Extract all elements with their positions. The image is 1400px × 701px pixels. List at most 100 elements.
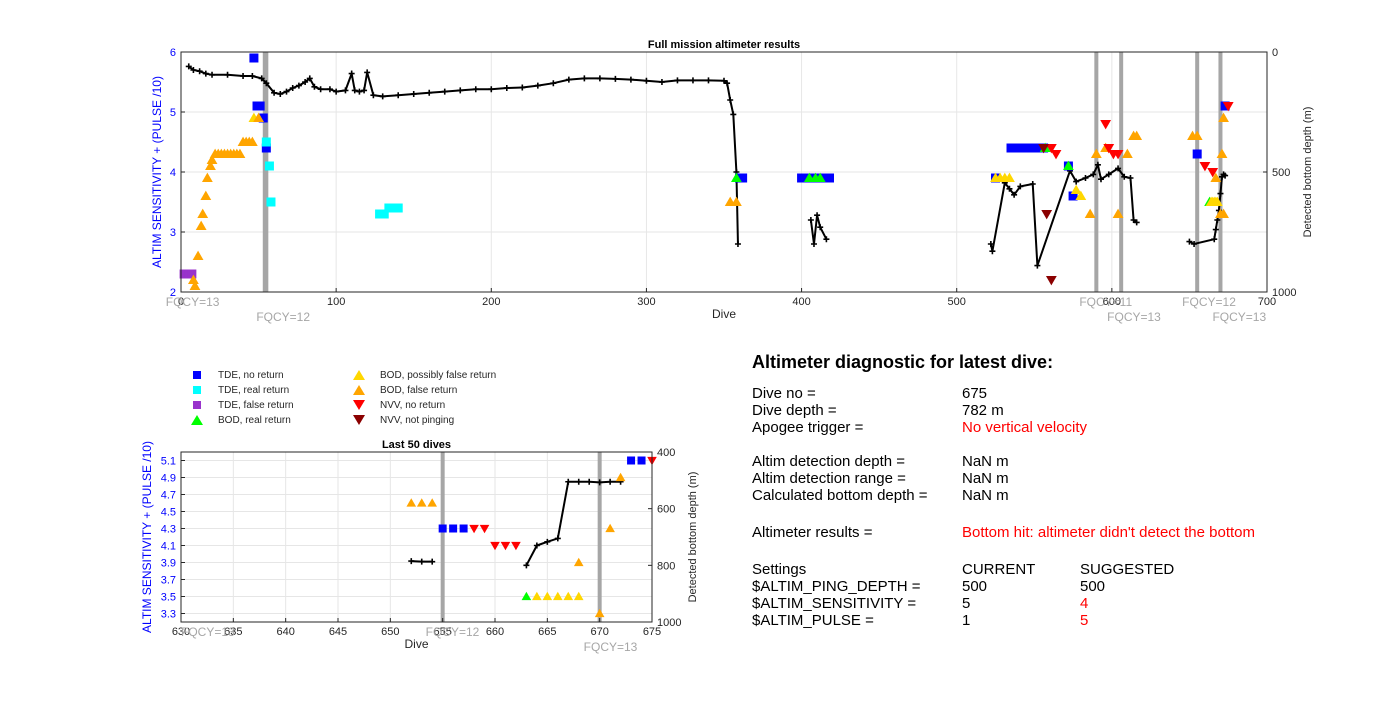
bod-possibly-false-return-point <box>1004 172 1015 183</box>
sensitivity-suggested: 4 <box>1080 595 1089 612</box>
bod-false-return-point <box>1121 148 1133 159</box>
bottom-depth-point <box>565 478 572 485</box>
y-tick-label: 4.9 <box>161 473 176 485</box>
tde-no-return-point <box>637 456 646 465</box>
y-right-tick-label: 800 <box>657 560 675 572</box>
bottom-depth-point <box>370 92 377 99</box>
tde-no-return-point <box>258 113 268 123</box>
bottom-depth-point <box>533 542 540 549</box>
tde-false-return-point <box>179 269 189 279</box>
nvv-no-return-point <box>500 541 511 551</box>
bottom-depth-point <box>283 88 290 95</box>
bod-false-return-point <box>201 172 213 183</box>
tde-real-return-point <box>266 197 276 207</box>
tde-real-return-point <box>393 203 403 213</box>
bod-false-return-point <box>192 250 204 261</box>
bod-false-return-point <box>197 208 209 219</box>
nvv-no-return-point <box>1045 143 1057 154</box>
bod-false-return-point <box>189 280 201 291</box>
y-tick-label: 3.7 <box>161 575 176 587</box>
pulse-row: $ALTIM_PULSE = 1 5 <box>752 612 1372 629</box>
diagnostic-heading: Altimeter diagnostic for latest dive: <box>752 352 1054 372</box>
bottom-depth-point <box>705 77 712 84</box>
pulse-label: $ALTIM_PULSE = <box>752 612 874 629</box>
bottom-depth-point <box>240 73 247 79</box>
x-tick-label: 300 <box>637 296 655 308</box>
bottom-depth-point <box>356 88 363 95</box>
legend-marker-icon <box>193 371 201 379</box>
tde-real-return-point <box>261 137 271 147</box>
bod-false-return-point <box>234 148 246 159</box>
x-tick-label: 200 <box>482 296 500 308</box>
bod-false-return-point <box>205 160 216 171</box>
bottom-depth-point <box>989 248 996 255</box>
bod-possibly-false-return-point <box>1211 196 1223 207</box>
bod-false-return-point <box>573 557 584 567</box>
x-tick-label: 500 <box>948 296 966 308</box>
tde-no-return-point <box>438 524 447 533</box>
x-tick-label: 660 <box>486 626 504 638</box>
bottom-depth-point <box>550 80 557 87</box>
bod-false-return-point <box>188 274 199 285</box>
sensitivity-current: 5 <box>962 595 971 612</box>
tde-real-return-point <box>389 203 399 213</box>
calc-bottom-row: Calculated bottom depth = NaN m <box>752 487 1372 504</box>
tde-no-return-point <box>1020 143 1030 153</box>
bottom-depth-point <box>734 241 741 247</box>
bottom-depth-point <box>658 79 665 85</box>
bottom-depth-point <box>1017 183 1024 190</box>
sensitivity-row: $ALTIM_SENSITIVITY = 5 4 <box>752 595 1372 612</box>
y-tick-label: 3.5 <box>161 592 176 604</box>
bottom-depth-point <box>1073 178 1080 185</box>
fqcy-label: FQCY=12 <box>426 625 480 639</box>
bottom-depth-point <box>1121 173 1128 180</box>
y-right-tick-label: 1000 <box>1272 287 1296 299</box>
last-50-dives-chart: 630 635 640 645 650 655 660 665 670 675 3.3 3.5 3.7 3… <box>140 439 699 654</box>
tde-real-return-point <box>264 161 274 171</box>
dive-depth-value: 782 m <box>962 402 1004 419</box>
bottom-depth-point <box>348 70 355 77</box>
ping-depth-suggested: 500 <box>1080 578 1106 595</box>
legend-item: TDE, false return <box>190 398 294 412</box>
nvv-no-return-point <box>1112 149 1124 160</box>
tde-no-return-point <box>820 173 830 183</box>
y-tick-label: 2 <box>170 287 176 299</box>
bottom-depth-point <box>544 538 551 545</box>
pulse-suggested: 5 <box>1080 612 1089 629</box>
x-tick-label: 600 <box>1103 296 1121 308</box>
bottom-depth-point <box>364 69 371 76</box>
bottom-depth-point <box>289 85 296 91</box>
bod-false-return-point <box>1131 130 1143 141</box>
bottom-depth-point <box>277 91 284 97</box>
nvv-no-return-point <box>1100 119 1112 130</box>
bottom-depth-point <box>1130 217 1137 223</box>
tde-false-return-point <box>187 269 197 279</box>
y-right-tick-label: 1000 <box>657 617 681 629</box>
bottom-depth-line <box>525 480 621 566</box>
nvv-no-return-point <box>479 524 490 534</box>
bottom-depth-point <box>817 224 824 231</box>
legend: TDE, no return TDE, real return TDE, false… <box>190 368 550 428</box>
legend-item: TDE, real return <box>190 383 289 397</box>
bod-possibly-false-return-point <box>1070 184 1082 195</box>
y-tick-label: 5.1 <box>161 456 176 468</box>
bottom-depth-point <box>302 79 309 85</box>
bod-false-return-point <box>1090 148 1102 159</box>
tde-no-return-point <box>1192 149 1202 159</box>
x-tick-label: 665 <box>538 626 556 638</box>
tde-no-return-point <box>627 456 636 465</box>
bottom-depth-point <box>554 535 561 542</box>
bottom-depth-point <box>379 93 386 100</box>
bottom-depth-point <box>342 87 349 94</box>
bottom-depth-point <box>311 83 318 90</box>
fqcy-label: FQCY=13 <box>1107 310 1161 324</box>
legend-item: TDE, no return <box>190 368 284 382</box>
tde-no-return-point <box>459 524 468 533</box>
bottom-depth-point <box>295 82 302 89</box>
bottom-depth-point <box>612 75 619 82</box>
current-header: CURRENT <box>962 561 1036 578</box>
y-tick-label: 5 <box>170 107 176 119</box>
chart-title: Full mission altimeter results <box>648 39 800 51</box>
bottom-depth-point <box>724 80 731 87</box>
bottom-depth-point <box>607 478 614 485</box>
